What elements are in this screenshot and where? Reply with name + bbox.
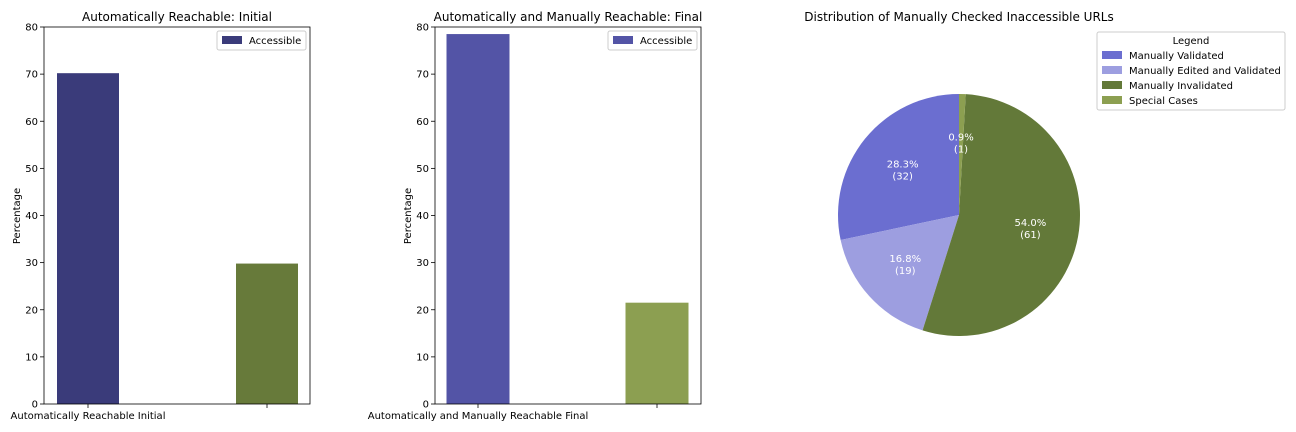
chart1-y-axis: 0 10 20 30 40 50 60 70 80 <box>25 23 44 411</box>
pie-percent-label: 0.9% <box>948 132 973 143</box>
bar-chart-final: Automatically and Manually Reachable: Fi… <box>368 10 703 422</box>
bar-chart-initial: Automatically Reachable: Initial Percent… <box>11 10 311 422</box>
bar <box>57 73 119 405</box>
chart1-bars <box>57 73 298 405</box>
y-tick-label: 20 <box>416 305 429 316</box>
chart2-legend: Accessible <box>607 30 698 51</box>
pie-slices <box>838 93 1080 336</box>
chart1-title: Automatically Reachable: Initial <box>82 10 272 24</box>
pie-legend-swatch <box>1102 81 1122 89</box>
y-tick-label: 30 <box>25 258 38 269</box>
y-tick-label: 80 <box>25 23 38 34</box>
y-tick-label: 50 <box>25 164 38 175</box>
y-tick-label: 10 <box>25 352 38 363</box>
bar <box>625 302 689 404</box>
chart2-legend-label: Accessible <box>640 36 692 47</box>
pie-slice <box>959 94 966 215</box>
pie-legend: Legend Manually Validated Manually Edited… <box>1096 31 1286 111</box>
y-tick-label: 30 <box>416 258 429 269</box>
chart1-axes-frame <box>43 26 311 405</box>
chart1-legend-box <box>216 30 307 51</box>
pie-percent-label: 28.3% <box>887 159 919 170</box>
bar <box>236 263 298 404</box>
y-tick-label: 20 <box>25 305 38 316</box>
pie-percent-label: 54.0% <box>1015 218 1047 229</box>
pie-legend-label: Manually Invalidated <box>1129 81 1233 92</box>
y-tick-label: 60 <box>416 117 429 128</box>
x-tick-label: Automatically Reachable Initial <box>11 411 166 422</box>
chart2-legend-swatch <box>613 36 633 44</box>
y-tick-label: 50 <box>416 164 429 175</box>
pie-count-label: (1) <box>954 144 968 155</box>
pie-legend-swatch <box>1102 96 1122 104</box>
bar <box>446 34 510 404</box>
y-tick-label: 0 <box>32 400 38 411</box>
chart2-ylabel: Percentage <box>403 188 414 244</box>
chart2-x-axis: Automatically and Manually Reachable Fin… <box>368 404 658 422</box>
pie-slice <box>922 94 1080 336</box>
pie-title: Distribution of Manually Checked Inacces… <box>804 10 1113 24</box>
y-tick-label: 10 <box>416 352 429 363</box>
y-tick-label: 40 <box>416 211 429 222</box>
pie-legend-label: Manually Validated <box>1129 51 1224 62</box>
chart2-legend-box <box>607 30 698 51</box>
pie-legend-label: Special Cases <box>1129 96 1198 107</box>
y-tick-label: 60 <box>25 117 38 128</box>
pie-legend-entries: Manually Validated Manually Edited and Va… <box>1102 51 1281 107</box>
y-tick-label: 70 <box>416 70 429 81</box>
pie-slice <box>840 215 959 331</box>
pie-slice-labels: 28.3%(32) 16.8%(19) 54.0%(61) 0.9%(1) <box>887 132 1047 276</box>
chart1-legend-label: Accessible <box>249 36 301 47</box>
chart2-bars <box>446 34 689 404</box>
pie-legend-title: Legend <box>1173 36 1210 47</box>
chart2-axes-frame <box>434 26 702 405</box>
pie-legend-box <box>1096 31 1286 111</box>
chart2-title: Automatically and Manually Reachable: Fi… <box>434 10 703 24</box>
chart1-legend-swatch <box>222 36 242 44</box>
x-tick-label: Automatically and Manually Reachable Fin… <box>368 411 589 422</box>
y-tick-label: 40 <box>25 211 38 222</box>
y-tick-label: 80 <box>416 23 429 34</box>
chart2-y-axis: 0 10 20 30 40 50 60 70 80 <box>416 23 435 411</box>
pie-legend-label: Manually Edited and Validated <box>1129 66 1281 77</box>
pie-count-label: (61) <box>1020 230 1041 241</box>
pie-slice <box>838 93 959 241</box>
pie-percent-label: 16.8% <box>889 254 921 265</box>
chart1-x-axis: Automatically Reachable Initial <box>11 404 268 422</box>
pie-count-label: (32) <box>892 171 913 182</box>
chart1-ylabel: Percentage <box>12 188 23 244</box>
pie-legend-swatch <box>1102 66 1122 74</box>
y-tick-label: 70 <box>25 70 38 81</box>
pie-chart-manual-checks: Distribution of Manually Checked Inacces… <box>804 10 1286 336</box>
y-tick-label: 0 <box>423 400 429 411</box>
pie-count-label: (19) <box>895 266 916 277</box>
pie-legend-swatch <box>1102 51 1122 59</box>
chart1-legend: Accessible <box>216 30 307 51</box>
